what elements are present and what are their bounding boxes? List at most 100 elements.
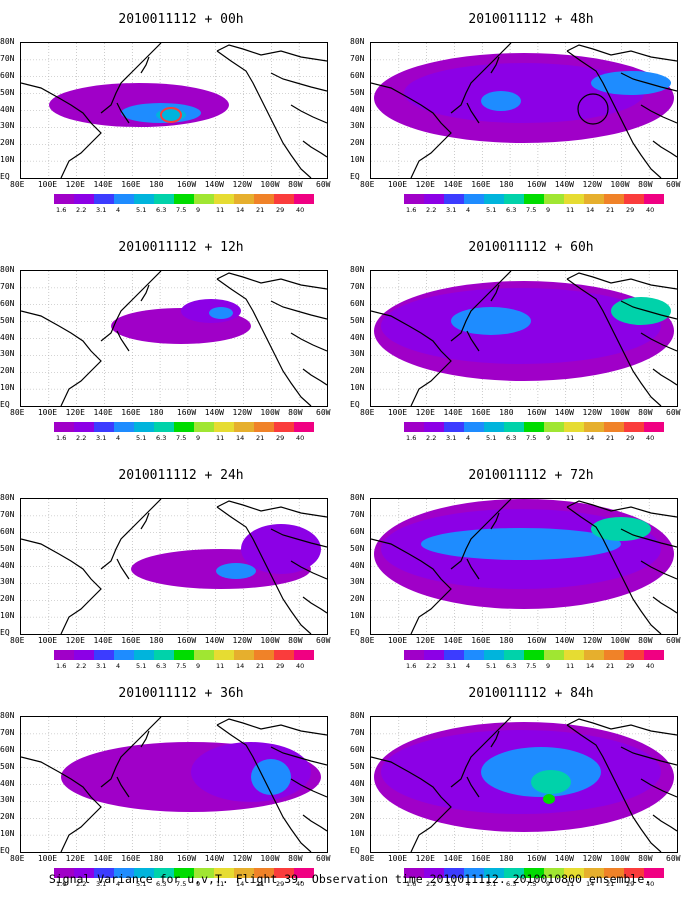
colorbar-label: 29 bbox=[276, 662, 285, 670]
colorbar-segment bbox=[294, 650, 314, 660]
colorbar-segment bbox=[154, 422, 174, 432]
coastline bbox=[652, 814, 677, 832]
longitude-label: 100W bbox=[610, 636, 630, 645]
coastline bbox=[100, 717, 162, 788]
latitude-label: 70N bbox=[0, 53, 15, 63]
longitude-label: 120E bbox=[415, 636, 435, 645]
map-panel bbox=[370, 716, 678, 853]
coastline bbox=[566, 278, 662, 406]
latitude-label: 60N bbox=[350, 298, 365, 308]
colorbar-segment bbox=[74, 194, 94, 204]
colorbar-segment bbox=[214, 650, 234, 660]
coastline bbox=[466, 102, 480, 124]
colorbar-label: 14 bbox=[586, 206, 595, 214]
coastline bbox=[270, 300, 327, 320]
colorbar-label: 7.5 bbox=[176, 880, 187, 888]
latitude-label: 50N bbox=[0, 315, 15, 325]
variance-contour bbox=[611, 297, 671, 325]
colorbar-segment bbox=[464, 650, 484, 660]
colorbar-label: 21 bbox=[606, 662, 615, 670]
longitude-label: 140E bbox=[443, 408, 463, 417]
colorbar-segment bbox=[74, 868, 94, 878]
colorbar-segment bbox=[94, 868, 114, 878]
longitude-label: 100E bbox=[37, 636, 58, 645]
panel-title: 2010011112 + 48h bbox=[468, 12, 594, 27]
map-panel bbox=[20, 498, 328, 635]
colorbar-segment bbox=[234, 194, 254, 204]
colorbar-segment bbox=[584, 650, 604, 660]
latitude-label: 40N bbox=[0, 104, 15, 114]
colorbar-label: 6.3 bbox=[156, 662, 167, 670]
latitude-label: 80N bbox=[0, 493, 15, 502]
colorbar-segment bbox=[604, 650, 624, 660]
colorbar-label: 6.3 bbox=[156, 206, 167, 214]
colorbar-segment bbox=[254, 868, 274, 878]
colorbar-label: 2.2 bbox=[426, 206, 437, 214]
colorbar-label: 1.6 bbox=[406, 880, 417, 888]
colorbar: 1.6 2.2 3.1 4 5.1 6.3 7.5 9 11 14 21 29 40 bbox=[54, 422, 314, 442]
colorbar-label: 11 bbox=[216, 206, 225, 214]
coastline bbox=[640, 104, 677, 124]
colorbar-segment bbox=[234, 868, 254, 878]
map-panel bbox=[370, 270, 678, 407]
coastline bbox=[140, 284, 150, 302]
colorbar-segment bbox=[584, 422, 604, 432]
latitude-label: 30N bbox=[350, 795, 365, 805]
colorbar-segment bbox=[254, 422, 274, 432]
latitude-label: EQ bbox=[0, 628, 10, 637]
colorbar-segment bbox=[564, 868, 584, 878]
colorbar-segment bbox=[234, 422, 254, 432]
latitude-label: 40N bbox=[0, 560, 15, 570]
longitude-label: 80W bbox=[288, 854, 303, 863]
latitude-label: 50N bbox=[350, 543, 365, 553]
colorbar-segment bbox=[624, 868, 644, 878]
longitude-label: 140E bbox=[443, 180, 463, 189]
longitude-label: 100E bbox=[387, 408, 408, 417]
coastline bbox=[290, 778, 327, 798]
colorbar-label: 4 bbox=[466, 662, 471, 670]
coastline bbox=[302, 596, 327, 614]
longitude-label: 80E bbox=[360, 854, 375, 863]
colorbar-label: 2.2 bbox=[76, 206, 87, 214]
coastline bbox=[270, 746, 327, 766]
coastline bbox=[566, 44, 677, 62]
colorbar-label: 7.5 bbox=[176, 662, 187, 670]
colorbar-label: 3.1 bbox=[96, 206, 107, 214]
latitude-label: 60N bbox=[0, 744, 15, 754]
longitude-label: 100W bbox=[260, 408, 280, 417]
colorbar-label: 29 bbox=[626, 662, 635, 670]
colorbar-segment bbox=[274, 194, 294, 204]
colorbar-label: 2.2 bbox=[426, 662, 437, 670]
colorbar-segment bbox=[134, 868, 154, 878]
colorbar-label: 14 bbox=[586, 434, 595, 442]
latitude-label: 20N bbox=[350, 594, 365, 604]
coastline bbox=[450, 717, 512, 788]
colorbar-segment bbox=[444, 868, 464, 878]
longitude-label: 140W bbox=[554, 636, 574, 645]
latitude-label: 30N bbox=[350, 577, 365, 587]
colorbar-label: 29 bbox=[276, 434, 285, 442]
colorbar-label: 9 bbox=[546, 880, 551, 888]
colorbar-label: 6.3 bbox=[506, 206, 517, 214]
longitude-label: 100W bbox=[610, 408, 630, 417]
variance-contour bbox=[421, 528, 621, 560]
colorbar-segment bbox=[74, 650, 94, 660]
colorbar-label: 3.1 bbox=[446, 206, 457, 214]
colorbar-label: 3.1 bbox=[96, 434, 107, 442]
colorbar-label: 2.2 bbox=[76, 434, 87, 442]
latitude-label: 70N bbox=[0, 281, 15, 291]
variance-contour bbox=[209, 307, 233, 319]
latitude-label: 40N bbox=[350, 778, 365, 788]
colorbar-segment bbox=[114, 650, 134, 660]
longitude-label: 100E bbox=[37, 180, 58, 189]
latitude-label: 30N bbox=[350, 349, 365, 359]
colorbar-label: 5.1 bbox=[136, 434, 147, 442]
coastline bbox=[216, 718, 327, 736]
longitude-label: 160E bbox=[471, 180, 491, 189]
map-panel bbox=[20, 42, 328, 179]
colorbar: 1.6 2.2 3.1 4 5.1 6.3 7.5 9 11 14 21 29 40 bbox=[54, 194, 314, 214]
colorbar-label: 9 bbox=[196, 434, 201, 442]
colorbar-label: 40 bbox=[646, 880, 655, 888]
map-panel bbox=[370, 498, 678, 635]
